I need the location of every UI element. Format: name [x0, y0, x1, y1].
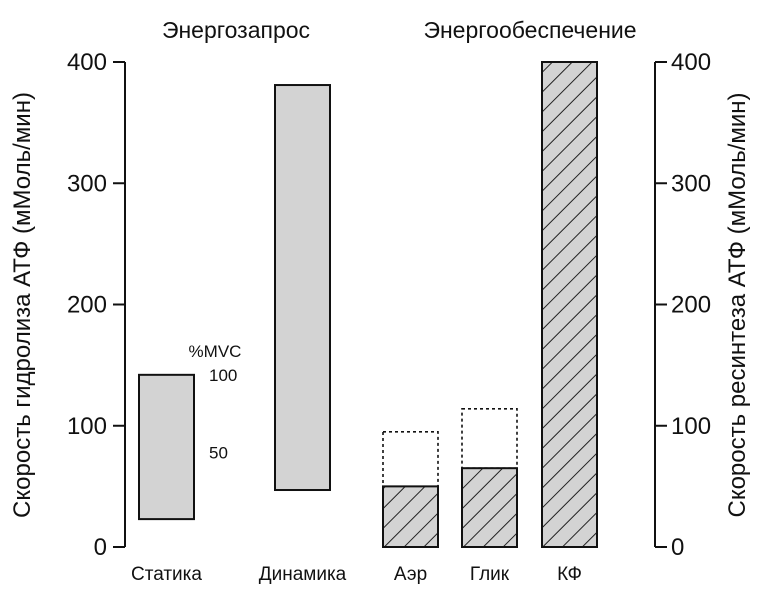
category-label: КФ: [557, 564, 582, 585]
demand-bar-0: [138, 373, 195, 521]
supply-max-outline-1: [461, 407, 518, 469]
y-axis-title-left: Скорость гидролиза АТФ (мМоль/мин): [9, 92, 36, 518]
group-titles: Энергозапрос Энергообеспечение: [162, 17, 637, 43]
left-tick-label: 0: [94, 534, 107, 561]
left-y-axis: 0 100 200 300 400: [67, 49, 126, 561]
category-label: Динамика: [259, 564, 347, 585]
right-tick-label: 300: [671, 170, 711, 197]
group-title-demand: Энергозапрос: [162, 17, 310, 43]
right-tick-label: 200: [671, 292, 711, 319]
mvc-mark-label: 100: [209, 366, 237, 385]
left-tick-label: 100: [67, 413, 107, 440]
left-tick-label: 400: [67, 49, 107, 76]
y-axis-title-right: Скорость ресинтеза АТФ (мМоль/мин): [724, 92, 751, 517]
left-tick-label: 300: [67, 170, 107, 197]
group-title-supply: Энергообеспечение: [423, 17, 636, 43]
right-y-axis: 0 100 200 300 400: [654, 49, 711, 561]
right-tick-label: 100: [671, 413, 711, 440]
supply-bar-0: [382, 485, 439, 548]
category-labels: Статика Динамика Аэр Глик КФ: [131, 564, 582, 585]
bars: [138, 61, 598, 548]
supply-max-outline-0: [382, 431, 439, 488]
demand-bar-1: [274, 84, 331, 492]
category-label: Статика: [131, 564, 202, 585]
mvc-annotation: %MVC 100 50: [189, 342, 242, 462]
category-label: Глик: [470, 564, 510, 585]
mvc-mark-label: 50: [209, 443, 228, 462]
supply-bar-1: [461, 467, 518, 548]
left-tick-label: 200: [67, 292, 107, 319]
right-tick-label: 0: [671, 534, 684, 561]
category-label: Аэр: [394, 564, 427, 585]
mvc-title: %MVC: [189, 342, 242, 361]
right-tick-label: 400: [671, 49, 711, 76]
supply-bar-2: [541, 61, 598, 548]
